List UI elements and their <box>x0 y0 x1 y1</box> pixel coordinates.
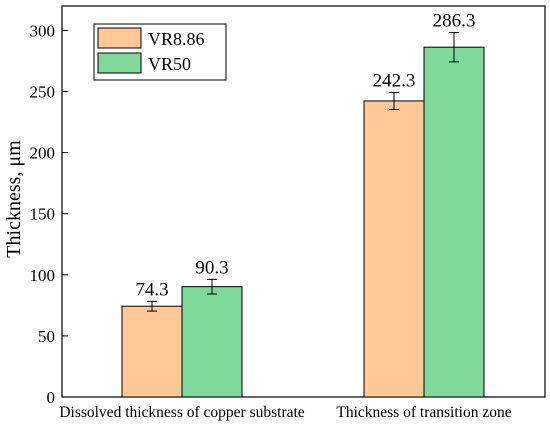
y-tick-label: 0 <box>47 388 56 407</box>
y-tick-label: 150 <box>30 205 56 224</box>
y-tick-label: 200 <box>30 144 56 163</box>
data-label: 286.3 <box>433 11 476 32</box>
y-axis-label: Thickness, μm <box>3 140 25 258</box>
y-tick-label: 300 <box>30 21 56 40</box>
legend-label: VR8.86 <box>148 29 205 49</box>
y-tick-label: 50 <box>38 327 55 346</box>
legend-label: VR50 <box>148 54 191 74</box>
bar <box>181 286 243 398</box>
bar <box>423 46 485 398</box>
legend-swatch <box>97 52 142 74</box>
data-label: 74.3 <box>135 279 168 300</box>
legend-swatch <box>97 27 142 49</box>
y-tick-label: 100 <box>30 266 56 285</box>
x-category-label: Thickness of transition zone <box>336 404 511 421</box>
plot-frame <box>61 5 546 398</box>
y-tick-label: 250 <box>30 83 56 102</box>
data-label: 242.3 <box>373 70 416 91</box>
bar <box>121 305 183 398</box>
data-label: 90.3 <box>195 257 228 278</box>
bar <box>363 100 425 398</box>
x-category-label: Dissolved thickness of copper substrate <box>59 404 304 421</box>
